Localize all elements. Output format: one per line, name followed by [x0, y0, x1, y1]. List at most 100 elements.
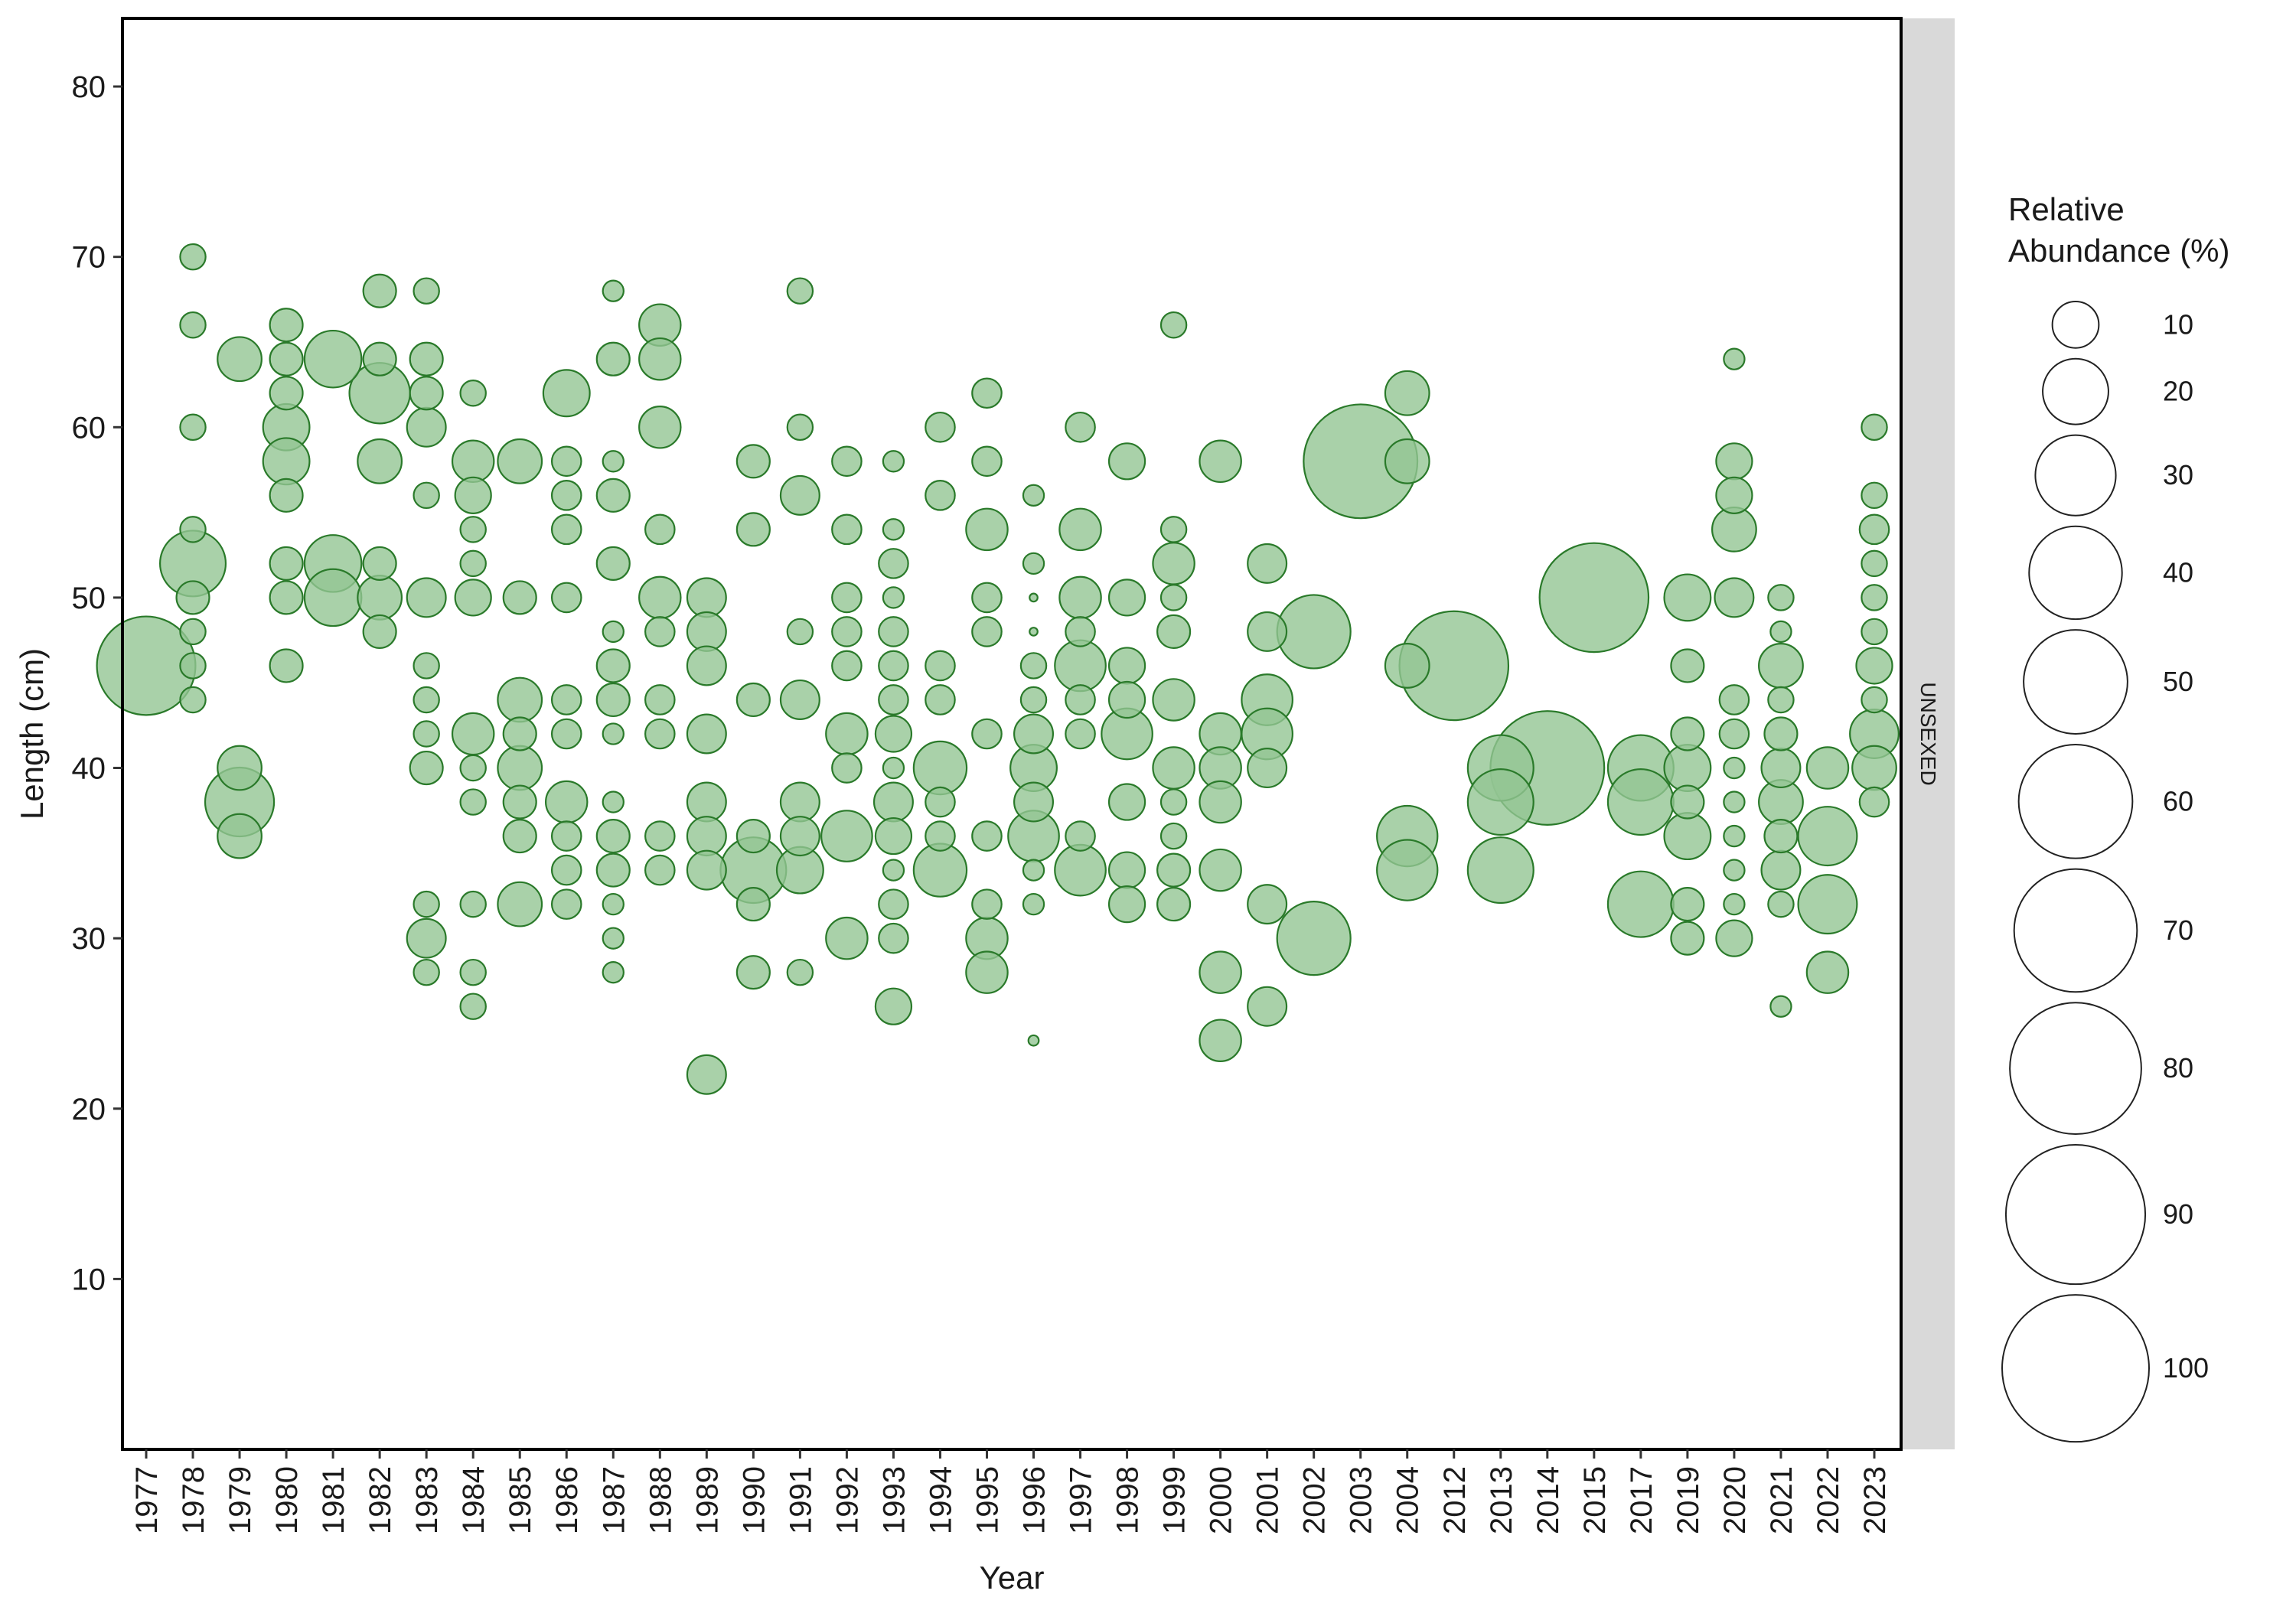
bubble-1982-50 — [357, 575, 403, 621]
bubble-1987-42 — [602, 722, 625, 745]
bubble-2021-44 — [1767, 686, 1795, 714]
bubble-1987-36 — [595, 819, 631, 854]
bubble-1999-50 — [1159, 584, 1188, 611]
x-tick-label: 1979 — [223, 1466, 257, 1534]
bubble-2004-58 — [1384, 438, 1430, 484]
bubble-1991-44 — [779, 679, 820, 720]
bubble-1985-36 — [502, 819, 537, 854]
x-tick-label: 2021 — [1765, 1466, 1799, 1534]
x-tick-label: 1994 — [924, 1466, 957, 1534]
y-tick-label: 20 — [72, 1093, 106, 1126]
bubble-1985-40 — [497, 745, 543, 791]
facet-strip — [1903, 18, 1955, 1449]
bubble-1985-42 — [502, 716, 537, 751]
bubble-2023-48 — [1861, 618, 1888, 646]
bubble-1987-68 — [602, 279, 625, 302]
bubble-1993-52 — [878, 548, 909, 579]
x-tick-label: 1977 — [130, 1466, 164, 1534]
bubble-1992-40 — [831, 752, 863, 784]
bubble-1999-34 — [1156, 852, 1192, 888]
bubble-1993-42 — [874, 715, 913, 753]
bubble-1990-54 — [735, 512, 771, 547]
bubble-1997-42 — [1065, 718, 1096, 750]
bubble-1998-32 — [1107, 885, 1146, 924]
bubble-1983-68 — [413, 277, 440, 305]
x-tick-label: 2020 — [1718, 1466, 1752, 1534]
bubble-1980-58 — [262, 437, 311, 486]
bubble-2020-44 — [1718, 684, 1750, 715]
bubble-1986-32 — [550, 888, 582, 920]
bubble-1984-28 — [459, 958, 487, 986]
bubble-2022-32 — [1797, 874, 1858, 935]
bubble-1984-42 — [451, 712, 495, 756]
bubble-1979-36 — [217, 813, 263, 859]
bubble-2023-44 — [1861, 686, 1888, 714]
bubble-1983-30 — [406, 918, 447, 959]
y-tick-label: 30 — [72, 922, 106, 956]
bubble-2019-40 — [1663, 744, 1712, 792]
bubble-2021-32 — [1767, 890, 1795, 918]
bubble-2015-50 — [1538, 542, 1650, 654]
x-axis: 1977 1978 1979 1980 1981 1982 1983 1984 1985 1986… — [130, 1449, 1892, 1534]
bubble-1994-44 — [925, 684, 956, 715]
bubble-1996-56 — [1022, 484, 1045, 507]
bubble-1985-50 — [502, 580, 537, 615]
bubble-2001-48 — [1247, 611, 1288, 652]
bubble-1986-62 — [542, 369, 591, 418]
bubble-1984-32 — [459, 890, 487, 918]
bubble-1990-58 — [735, 444, 771, 479]
bubble-1993-54 — [882, 518, 905, 541]
x-tick-label: 2022 — [1812, 1466, 1845, 1534]
bubble-1992-30 — [825, 916, 869, 960]
bubble-2002-48 — [1276, 594, 1352, 670]
bubble-2019-50 — [1663, 573, 1712, 622]
bubble-1999-36 — [1159, 822, 1188, 850]
bubble-1988-60 — [638, 406, 682, 449]
bubble-1980-46 — [269, 648, 304, 683]
bubble-1993-34 — [882, 859, 905, 882]
y-tick-label: 80 — [72, 70, 106, 104]
x-tick-label: 2019 — [1671, 1466, 1705, 1534]
bubble-1984-40 — [459, 754, 487, 782]
legend-circle-50 — [2023, 629, 2128, 735]
legend-label-50: 50 — [2163, 666, 2193, 697]
bubble-1996-32 — [1022, 892, 1045, 916]
bubble-2019-42 — [1670, 716, 1705, 751]
bubble-1997-50 — [1058, 575, 1102, 620]
x-tick-label: 1980 — [270, 1466, 304, 1534]
bubble-2019-46 — [1670, 648, 1705, 683]
bubble-1988-64 — [638, 337, 682, 381]
bubble-1980-56 — [269, 478, 304, 513]
bubble-2004-34 — [1376, 839, 1439, 901]
bubble-1988-48 — [644, 616, 676, 647]
bubble-1987-44 — [595, 682, 631, 718]
x-tick-label: 1984 — [457, 1466, 491, 1534]
bubble-1991-28 — [786, 958, 814, 986]
y-axis: 10 20 30 40 50 60 70 80 — [72, 70, 122, 1296]
bubble-1999-40 — [1152, 746, 1195, 790]
bubble-2021-34 — [1760, 849, 1802, 891]
legend-circle-70 — [2013, 868, 2138, 993]
bubble-2023-50 — [1861, 584, 1888, 611]
bubble-1989-22 — [686, 1054, 727, 1095]
plot-background — [122, 18, 1901, 1449]
x-tick-label: 2014 — [1531, 1466, 1565, 1534]
bubble-1996-34 — [1022, 859, 1045, 882]
bubble-2020-30 — [1715, 919, 1753, 957]
legend-label-10: 10 — [2163, 308, 2193, 340]
bubble-1998-38 — [1107, 783, 1146, 821]
bubble-2023-46 — [1855, 647, 1893, 685]
bubble-1988-42 — [644, 718, 676, 750]
y-tick-label: 60 — [72, 411, 106, 445]
bubble-1983-42 — [413, 720, 440, 748]
bubble-1993-32 — [878, 888, 909, 920]
bubble-1995-50 — [971, 582, 1003, 614]
y-tick-label: 50 — [72, 582, 106, 615]
legend-label-100: 100 — [2163, 1352, 2209, 1384]
x-tick-label: 1990 — [737, 1466, 771, 1534]
bubble-1989-48 — [686, 611, 727, 652]
bubble-2021-36 — [1763, 819, 1799, 854]
bubble-1988-50 — [638, 575, 682, 620]
bubble-2022-28 — [1805, 950, 1850, 994]
bubble-1978-46 — [179, 652, 207, 680]
